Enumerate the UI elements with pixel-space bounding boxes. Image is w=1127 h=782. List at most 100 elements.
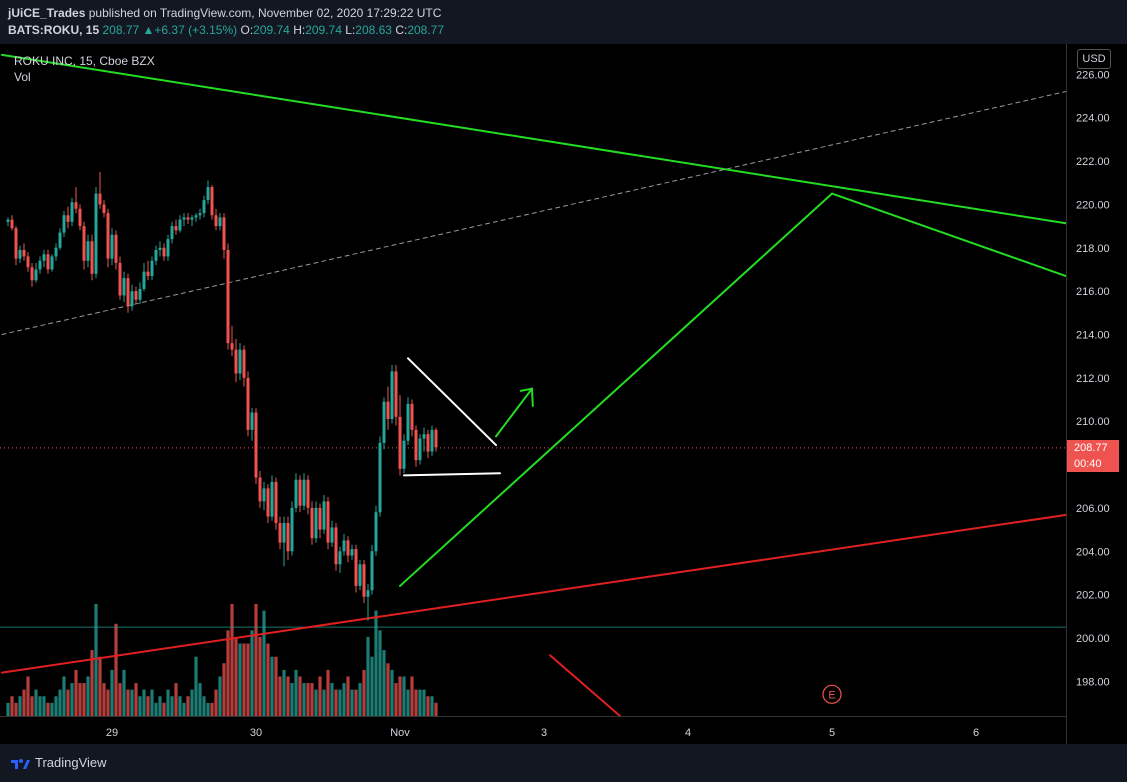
tradingview-brand[interactable]: TradingView xyxy=(10,755,107,770)
x-tick-label: 30 xyxy=(250,727,262,739)
volume-bar xyxy=(198,683,202,716)
volume-bar xyxy=(374,610,378,716)
candle xyxy=(278,516,282,550)
volume-bar xyxy=(422,689,426,716)
candle-body xyxy=(134,291,138,300)
price-axis-bg xyxy=(1066,44,1127,744)
candle xyxy=(366,583,370,621)
candle xyxy=(34,262,38,283)
candle xyxy=(386,386,390,430)
candle xyxy=(350,544,354,560)
author-name[interactable]: jUiCE_Trades xyxy=(8,6,86,20)
volume-bar xyxy=(158,696,162,716)
candle xyxy=(286,516,290,560)
volume-bar xyxy=(42,696,46,716)
volume-bar xyxy=(386,663,390,716)
candle xyxy=(282,516,286,567)
candle xyxy=(98,171,102,209)
candle xyxy=(6,217,10,227)
volume-bar xyxy=(382,650,386,716)
candle-body xyxy=(378,442,382,513)
candle xyxy=(114,230,118,270)
candle-body xyxy=(410,403,414,430)
candle xyxy=(102,200,106,218)
high-value: 209.74 xyxy=(305,23,342,37)
volume-bar xyxy=(122,669,126,716)
publish-header: jUiCE_Trades published on TradingView.co… xyxy=(0,0,1127,44)
pennant-bottom-line xyxy=(403,472,501,477)
volume-bar xyxy=(26,676,30,716)
volume-bar xyxy=(306,683,310,716)
candle-body xyxy=(6,219,10,222)
candle xyxy=(346,536,350,563)
annotation-drawings: E xyxy=(399,192,1085,717)
candle xyxy=(334,523,338,571)
chart-legend[interactable]: ROKU INC, 15, Cboe BZX Vol xyxy=(14,53,155,85)
candle xyxy=(402,434,406,474)
candle xyxy=(74,187,78,214)
y-tick-label: 218.00 xyxy=(1076,243,1110,255)
volume-bar xyxy=(66,689,70,716)
candle xyxy=(242,345,246,387)
candle xyxy=(14,226,18,266)
volume-bar xyxy=(242,643,246,716)
candle-body xyxy=(102,204,106,214)
candle xyxy=(342,533,346,556)
volume-bar xyxy=(82,683,86,716)
volume-bar xyxy=(70,683,74,716)
candle-body xyxy=(26,256,30,268)
currency-button[interactable]: USD xyxy=(1077,49,1111,69)
candle xyxy=(30,262,34,287)
change-value: +6.37 (+3.15%) xyxy=(154,23,238,37)
earnings-marker: E xyxy=(822,684,842,704)
volume-bar xyxy=(270,656,274,716)
legend-vol[interactable]: Vol xyxy=(14,70,31,84)
y-tick-label: 216.00 xyxy=(1076,286,1110,298)
candle-body xyxy=(30,267,34,281)
volume-bar xyxy=(254,604,258,716)
candle xyxy=(430,425,434,456)
candle-body xyxy=(182,217,186,220)
legend-title[interactable]: ROKU INC, 15, Cboe BZX xyxy=(14,54,155,68)
candle xyxy=(166,234,170,261)
volume-bar xyxy=(130,689,134,716)
ohlc-line: BATS:ROKU, 15 208.77 ▲+6.37 (+3.15%) O:2… xyxy=(8,23,444,37)
candle xyxy=(54,243,58,261)
candle-body xyxy=(302,479,306,506)
y-tick-label: 226.00 xyxy=(1076,69,1110,81)
volume-bar xyxy=(314,689,318,716)
candle xyxy=(290,501,294,556)
candle xyxy=(238,343,242,380)
volume-bar xyxy=(174,683,178,716)
candle-body xyxy=(194,215,198,218)
price-chart[interactable]: E 198.00200.00202.00204.00206.00208.0021… xyxy=(0,44,1127,744)
volume-bar xyxy=(74,669,78,716)
volume-bar xyxy=(150,689,154,716)
volume-bar xyxy=(78,683,82,716)
publish-line: jUiCE_Trades published on TradingView.co… xyxy=(8,6,441,20)
arrow-head-b xyxy=(531,387,534,408)
candle xyxy=(390,364,394,424)
x-tick-label: 4 xyxy=(685,727,691,739)
candle-body xyxy=(294,479,298,508)
y-tick-label: 220.00 xyxy=(1076,199,1110,211)
volume-bar xyxy=(366,636,370,716)
candle-body xyxy=(354,549,358,586)
candle xyxy=(130,284,134,311)
volume-bar xyxy=(290,683,294,716)
candle-body xyxy=(402,440,406,469)
candle-body xyxy=(54,247,58,257)
candle xyxy=(162,243,166,261)
volume-bar xyxy=(194,656,198,716)
volume-bar xyxy=(98,656,102,716)
volume-bar xyxy=(434,702,438,716)
candle-body xyxy=(186,217,190,220)
candle-body xyxy=(82,226,86,261)
last-price-tag: 208.77 xyxy=(1067,439,1119,456)
candle-body xyxy=(290,507,294,552)
candle-body xyxy=(126,278,130,307)
candle-body xyxy=(314,507,318,539)
volume-bar xyxy=(138,696,142,716)
candle xyxy=(314,501,318,543)
candle xyxy=(86,234,90,268)
